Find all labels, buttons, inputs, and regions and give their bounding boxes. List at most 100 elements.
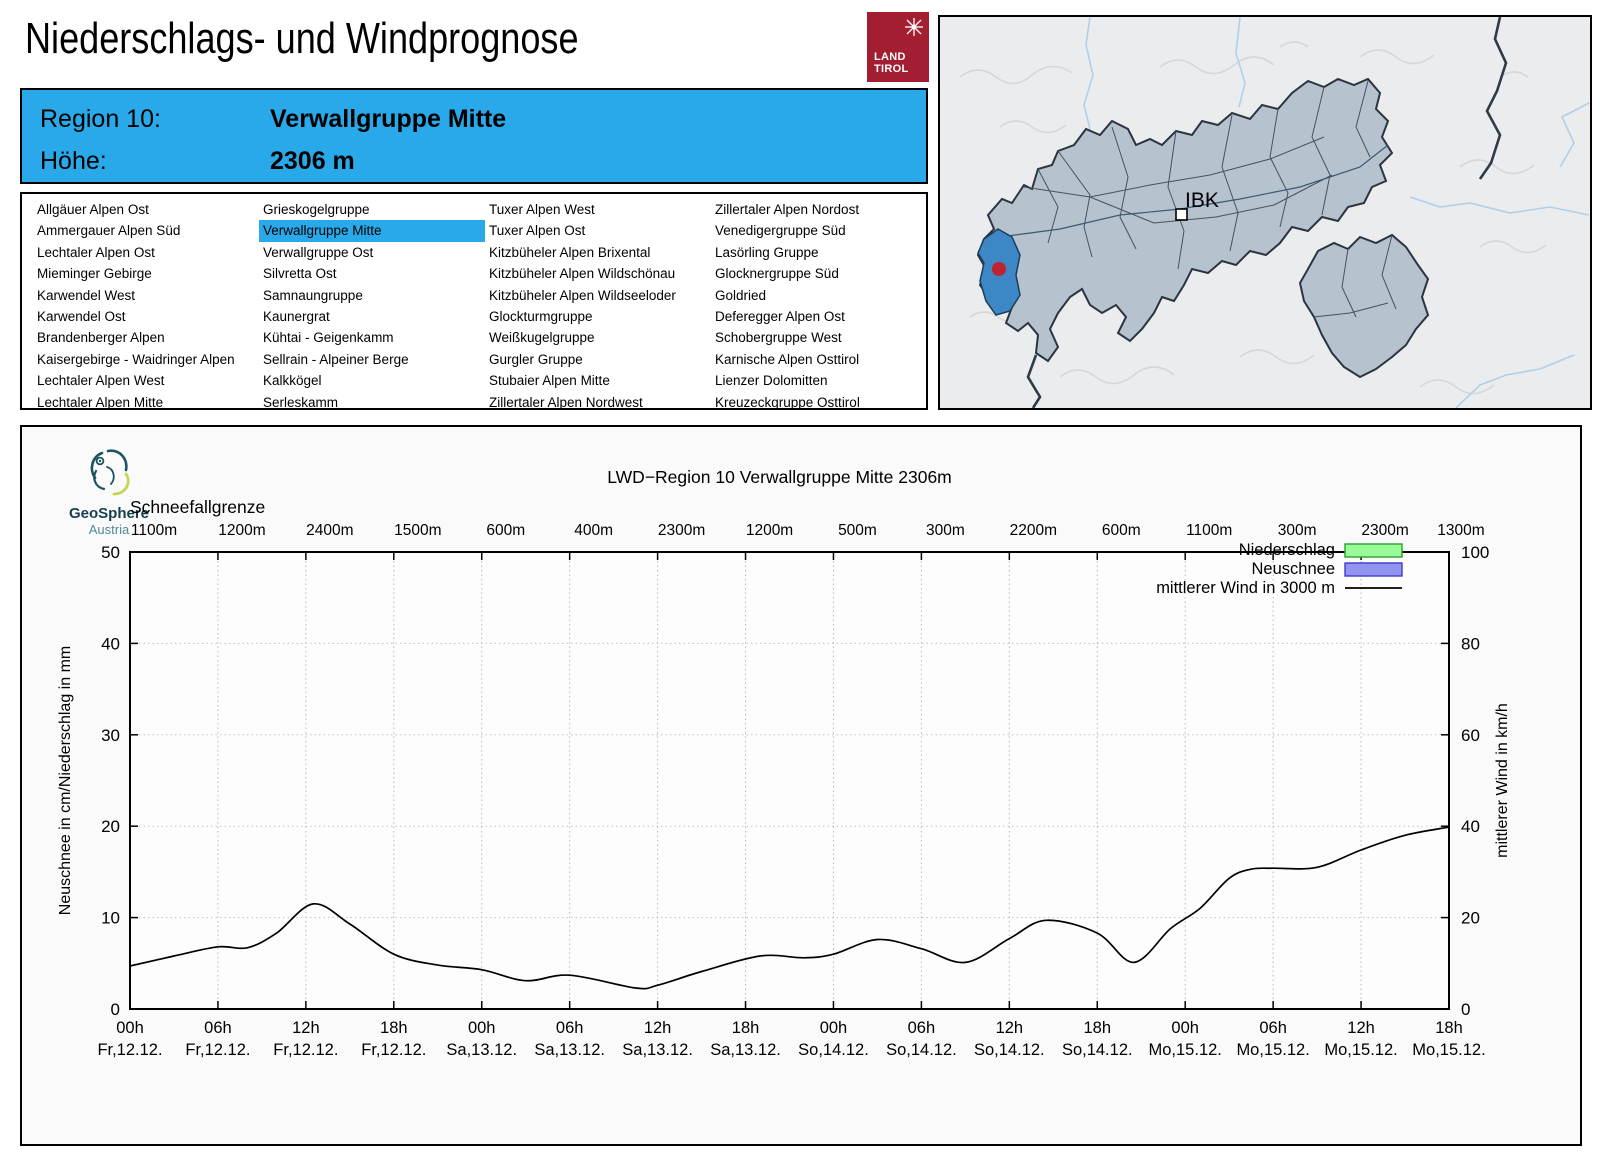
tirol-map-panel: IBK <box>938 15 1592 410</box>
snowline-label: 2400m <box>306 522 353 539</box>
region-item[interactable]: Schobergruppe West <box>715 330 842 346</box>
x-tick-time: 12h <box>292 1019 320 1037</box>
region-item[interactable]: Brandenberger Alpen <box>37 330 165 346</box>
region-item[interactable]: Glocknergruppe Süd <box>715 266 839 282</box>
x-tick-date: Mo,15.12. <box>1236 1041 1309 1059</box>
x-tick-date: Fr,12.12. <box>273 1041 338 1059</box>
forecast-chart: LWD−Region 10 Verwallgruppe Mitte 2306m S… <box>57 467 1511 1059</box>
region-item[interactable]: Kalkkögel <box>263 373 322 389</box>
right-tick-label: 100 <box>1461 543 1489 562</box>
land-tirol-logo: LAND TIROL <box>867 12 929 82</box>
x-tick-date: Sa,13.12. <box>622 1041 693 1059</box>
region-item[interactable]: Karwendel Ost <box>37 308 126 324</box>
x-tick-date: So,14.12. <box>798 1041 869 1059</box>
region-item[interactable]: Kitzbüheler Alpen Brixental <box>489 244 651 260</box>
region-item[interactable]: Kaisergebirge - Waidringer Alpen <box>37 351 235 367</box>
region-item[interactable]: Deferegger Alpen Ost <box>715 308 845 324</box>
region-item[interactable]: Tuxer Alpen West <box>489 202 595 217</box>
snowline-label: 1100m <box>131 522 177 539</box>
snowline-label: 2300m <box>658 522 705 539</box>
snowline-label: 2300m <box>1361 522 1408 539</box>
snowline-label: 300m <box>1278 522 1317 539</box>
region-item[interactable]: Kitzbüheler Alpen Wildschönau <box>489 266 676 282</box>
snowline-label: 400m <box>574 522 613 539</box>
region-item[interactable]: Serleskamm <box>263 394 339 410</box>
wind-line <box>129 826 1450 990</box>
page-title: Niederschlags- und Windprognose <box>25 14 579 63</box>
x-tick-time: 06h <box>908 1019 936 1037</box>
region-item[interactable]: Gurgler Gruppe <box>489 351 583 367</box>
region-item[interactable]: Kaunergrat <box>263 308 330 324</box>
region-column-4: Zillertaler Alpen Nordost Venedigergruppe… <box>711 199 937 413</box>
region-item[interactable]: Grieskogelgruppe <box>263 202 370 217</box>
region-item[interactable]: Lechtaler Alpen West <box>37 373 165 389</box>
region-item[interactable]: Zillertaler Alpen Nordwest <box>489 394 643 410</box>
region-item[interactable]: Goldried <box>715 287 767 303</box>
legend-label-3: mittlerer Wind in 3000 m <box>1156 579 1335 597</box>
region-item[interactable]: Verwallgruppe Ost <box>263 244 374 260</box>
region-item[interactable]: Karwendel West <box>37 287 136 303</box>
region-item[interactable]: Venedigergruppe Süd <box>715 223 846 239</box>
snowline-label: 300m <box>926 522 965 539</box>
region-item[interactable]: Lechtaler Alpen Ost <box>37 244 155 260</box>
right-tick-label: 80 <box>1461 634 1480 653</box>
ibk-marker <box>1175 208 1188 221</box>
left-tick-label: 50 <box>101 543 120 562</box>
region-item[interactable]: Glockturmgruppe <box>489 308 593 324</box>
region-column-2: Grieskogelgruppe Verwallgruppe Mitte Verwa… <box>259 199 485 413</box>
region-item[interactable]: Sellrain - Alpeiner Berge <box>263 351 409 367</box>
left-axis-title: Neuschnee in cm/Niederschlag in mm <box>57 646 74 915</box>
x-tick-time: 06h <box>556 1019 584 1037</box>
region-item[interactable]: Karnische Alpen Osttirol <box>715 351 860 367</box>
region-column-3: Tuxer Alpen West Tuxer Alpen Ost Kitzbühel… <box>485 199 711 413</box>
region-item[interactable]: Silvretta Ost <box>263 266 337 282</box>
x-tick-date: So,14.12. <box>1062 1041 1133 1059</box>
region-item[interactable]: Lasörling Gruppe <box>715 244 819 260</box>
region-item-selected[interactable]: Verwallgruppe Mitte <box>259 220 485 242</box>
region-item[interactable]: Kitzbüheler Alpen Wildseeloder <box>489 287 676 303</box>
x-tick-date: So,14.12. <box>886 1041 957 1059</box>
region-item[interactable]: Ammergauer Alpen Süd <box>37 223 181 239</box>
region-item[interactable]: Weißkugelgruppe <box>489 330 595 346</box>
region-item[interactable]: Lechtaler Alpen Mitte <box>37 394 164 410</box>
region-item[interactable]: Tuxer Alpen Ost <box>489 223 586 239</box>
snowline-label: 1200m <box>218 522 265 539</box>
snowline-label: 2200m <box>1010 522 1057 539</box>
region-item[interactable]: Samnaungruppe <box>263 287 363 303</box>
snowline-label: 1300m <box>1437 522 1484 539</box>
left-tick-label: 0 <box>111 1000 120 1019</box>
region-name: Verwallgruppe Mitte <box>270 105 507 133</box>
x-tick-time: 12h <box>644 1019 672 1037</box>
right-tick-label: 60 <box>1461 726 1480 745</box>
x-tick-time: 06h <box>1259 1019 1287 1037</box>
x-tick-time: 12h <box>1347 1019 1375 1037</box>
snowline-axis-label: Schneefallgrenze <box>130 497 265 517</box>
region-item[interactable]: Kreuzeckgruppe Osttirol <box>715 394 860 410</box>
region-item[interactable]: Stubaier Alpen Mitte <box>489 373 610 389</box>
x-tick-time: 12h <box>996 1019 1024 1037</box>
region-item[interactable]: Lienzer Dolomitten <box>715 373 828 389</box>
right-tick-label: 40 <box>1461 817 1480 836</box>
plot-area <box>130 552 1449 1009</box>
plot-frame <box>129 551 1450 1010</box>
region-item[interactable]: Kühtai - Geigenkamm <box>263 330 394 346</box>
left-tick-label: 10 <box>101 909 120 928</box>
region-item[interactable]: Mieminger Gebirge <box>37 266 152 282</box>
right-axis-title: mittlerer Wind in km/h <box>1494 703 1511 858</box>
legend-swatch-2 <box>1344 562 1403 577</box>
region-item[interactable]: Allgäuer Alpen Ost <box>37 202 149 217</box>
x-tick-time: 00h <box>116 1019 144 1037</box>
x-tick-time: 18h <box>732 1019 760 1037</box>
snowline-label: 1100m <box>1186 522 1232 539</box>
left-tick-label: 20 <box>101 817 120 836</box>
x-tick-date: Mo,15.12. <box>1149 1041 1222 1059</box>
snowline-label: 1200m <box>746 522 793 539</box>
x-tick-time: 18h <box>380 1019 408 1037</box>
x-tick-date: So,14.12. <box>974 1041 1045 1059</box>
geosphere-icon <box>90 449 130 496</box>
region-item[interactable]: Zillertaler Alpen Nordost <box>715 202 860 217</box>
x-tick-date: Mo,15.12. <box>1412 1041 1485 1059</box>
land-tirol-label: LAND TIROL <box>874 51 909 75</box>
x-tick-date: Fr,12.12. <box>97 1041 162 1059</box>
